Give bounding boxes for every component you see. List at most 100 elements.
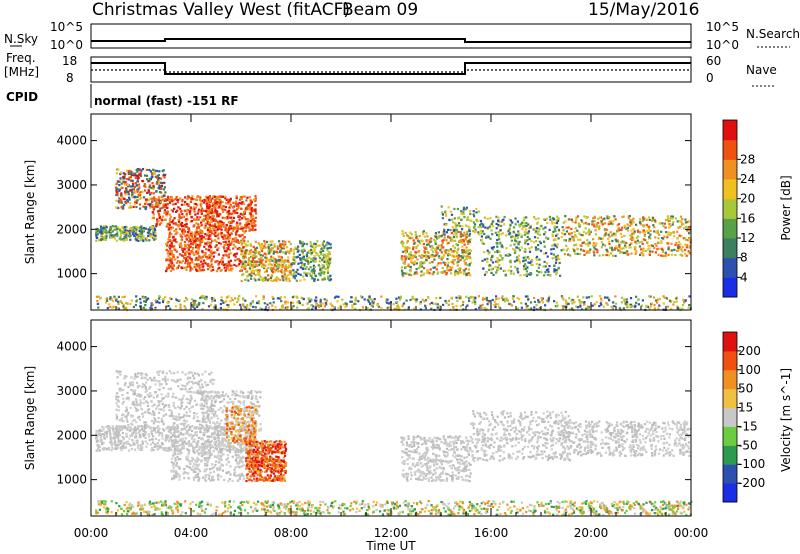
power-data-point xyxy=(189,208,192,211)
power-data-point xyxy=(238,259,241,262)
power-data-point xyxy=(308,298,311,301)
power-data-point xyxy=(545,237,548,240)
velocity-data-point xyxy=(206,425,209,428)
power-data-point xyxy=(171,265,174,268)
power-data-point xyxy=(212,217,215,220)
power-data-point xyxy=(150,204,154,207)
power-data-point xyxy=(444,263,447,266)
power-data-point xyxy=(581,241,584,244)
power-data-point xyxy=(436,303,439,306)
power-data-point xyxy=(121,186,124,190)
power-data-point xyxy=(139,301,142,304)
power-data-point xyxy=(215,240,218,243)
power-data-point xyxy=(200,263,203,267)
power-data-point xyxy=(128,169,131,172)
power-data-point xyxy=(220,228,223,231)
power-data-point xyxy=(220,220,223,223)
velocity-data-point xyxy=(218,433,221,436)
power-data-point xyxy=(556,256,560,259)
power-data-point xyxy=(227,236,230,240)
velocity-data-point xyxy=(168,437,171,441)
power-data-point xyxy=(607,237,610,240)
power-data-point xyxy=(319,257,322,260)
power-data-point xyxy=(604,233,607,236)
power-data-point xyxy=(540,296,543,299)
power-data-point xyxy=(291,296,294,299)
power-data-point xyxy=(421,298,424,301)
power-data-point xyxy=(457,216,460,219)
power-data-point xyxy=(452,306,455,309)
power-data-point xyxy=(305,258,309,261)
power-data-point xyxy=(273,243,276,246)
power-data-point xyxy=(508,218,511,221)
power-data-point xyxy=(210,220,213,223)
power-data-point xyxy=(265,270,268,273)
power-data-point xyxy=(282,251,285,254)
power-data-point xyxy=(647,227,651,230)
power-data-point xyxy=(95,231,98,234)
power-data-point xyxy=(486,249,489,252)
power-data-point xyxy=(462,208,465,211)
power-data-point xyxy=(316,240,319,243)
power-data-point xyxy=(316,244,319,247)
power-data-point xyxy=(183,305,186,308)
power-data-point xyxy=(373,298,376,301)
power-data-point xyxy=(181,230,184,233)
power-data-point xyxy=(657,237,660,240)
power-data-point xyxy=(224,269,227,272)
power-data-point xyxy=(214,206,217,209)
power-data-point xyxy=(415,272,419,275)
power-data-point xyxy=(191,268,194,271)
power-data-point xyxy=(267,243,270,246)
power-data-point xyxy=(285,246,289,249)
power-data-point xyxy=(103,225,106,228)
power-data-point xyxy=(271,304,274,307)
power-data-point xyxy=(306,272,309,275)
power-data-point xyxy=(120,302,124,305)
power-data-point xyxy=(244,218,247,221)
power-data-point xyxy=(687,220,690,223)
power-data-point xyxy=(514,223,517,226)
power-data-point xyxy=(215,220,218,223)
power-data-point xyxy=(516,307,519,310)
power-data-point xyxy=(298,253,301,256)
power-data-point xyxy=(184,196,187,199)
power-data-point xyxy=(319,270,322,273)
power-data-point xyxy=(190,250,193,253)
power-data-point xyxy=(234,297,237,300)
power-data-point xyxy=(240,207,243,210)
power-data-point xyxy=(554,230,557,233)
power-data-point xyxy=(325,303,328,306)
power-data-point xyxy=(322,302,325,305)
power-data-point xyxy=(269,302,272,305)
power-data-point xyxy=(543,260,546,263)
freq-unit: [MHz] xyxy=(4,65,39,79)
power-data-point xyxy=(357,300,360,303)
power-data-point xyxy=(211,239,214,242)
power-data-point xyxy=(110,231,113,234)
power-data-point xyxy=(232,216,236,219)
power-data-point xyxy=(351,306,354,309)
power-data-point xyxy=(555,269,558,272)
power-data-point xyxy=(421,239,424,243)
power-data-point xyxy=(139,171,142,175)
power-data-point xyxy=(188,257,191,260)
power-data-point xyxy=(216,221,219,224)
power-data-point xyxy=(174,198,177,201)
power-data-point xyxy=(533,216,536,219)
power-data-point xyxy=(122,172,125,175)
power-data-point xyxy=(241,217,244,220)
power-data-point xyxy=(586,222,589,225)
power-data-point xyxy=(318,255,321,258)
velocity-data-point xyxy=(110,439,113,442)
power-data-point xyxy=(655,231,658,234)
power-data-point xyxy=(226,210,230,213)
power-data-point xyxy=(654,251,657,254)
velocity-data-point xyxy=(152,435,155,438)
velocity-data-point xyxy=(176,427,179,430)
power-data-point xyxy=(133,202,137,205)
power-data-point xyxy=(354,296,357,299)
power-data-point xyxy=(688,232,691,235)
power-data-point xyxy=(267,266,270,269)
power-data-point xyxy=(108,233,111,236)
